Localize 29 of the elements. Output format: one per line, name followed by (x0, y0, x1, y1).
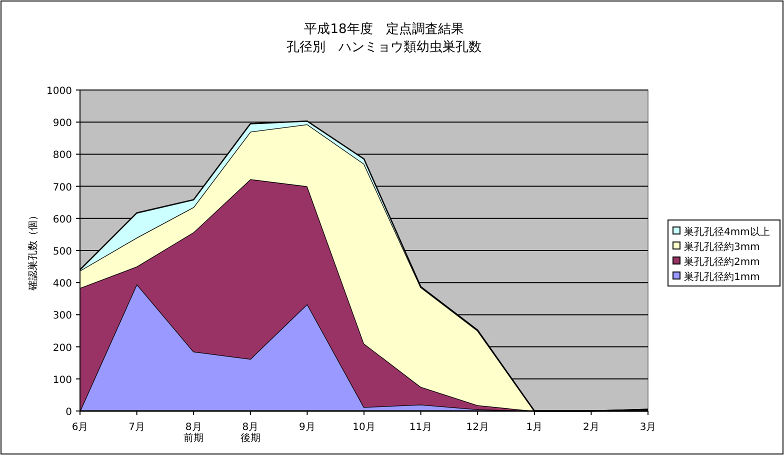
y-axis-title: 確認巣孔数（個） (27, 210, 39, 292)
y-tick-label: 0 (66, 407, 72, 418)
x-tick-label: 10月 (352, 422, 376, 433)
y-tick-label: 600 (52, 214, 72, 226)
y-tick-label: 1000 (46, 86, 72, 97)
chart-subtitle: 孔径別 ハンミョウ類幼虫巣孔数 (286, 40, 482, 55)
chart-title: 平成18年度 定点調査結果 (304, 21, 464, 37)
legend-label: 巣孔孔径約1mm (684, 271, 760, 283)
y-tick-label: 300 (52, 310, 72, 322)
y-tick-label: 800 (52, 150, 72, 162)
y-tick-label: 900 (52, 118, 72, 130)
x-tick-label: 9月 (299, 422, 316, 433)
legend-label: 巣孔孔径約3mm (684, 241, 760, 253)
x-tick-label: 7月 (128, 422, 145, 433)
y-tick-label: 100 (52, 374, 72, 386)
x-tick-label: 2月 (583, 422, 600, 433)
legend-label: 巣孔孔径約2mm (684, 256, 760, 268)
x-tick-label: 6月 (72, 422, 88, 433)
y-tick-label: 400 (52, 278, 72, 290)
legend-label: 巣孔孔径4mm以上 (684, 226, 770, 238)
x-tick-label: 12月 (466, 422, 489, 433)
x-tick-label: 8月後期 (240, 422, 260, 444)
y-tick-label: 700 (52, 182, 72, 194)
x-tick-label: 1月 (526, 422, 543, 433)
x-tick-label: 3月 (640, 422, 656, 433)
y-tick-label: 500 (52, 246, 72, 258)
x-tick-label: 11月 (409, 422, 432, 433)
y-tick-label: 200 (52, 342, 72, 354)
x-tick-label: 8月前期 (184, 422, 204, 444)
